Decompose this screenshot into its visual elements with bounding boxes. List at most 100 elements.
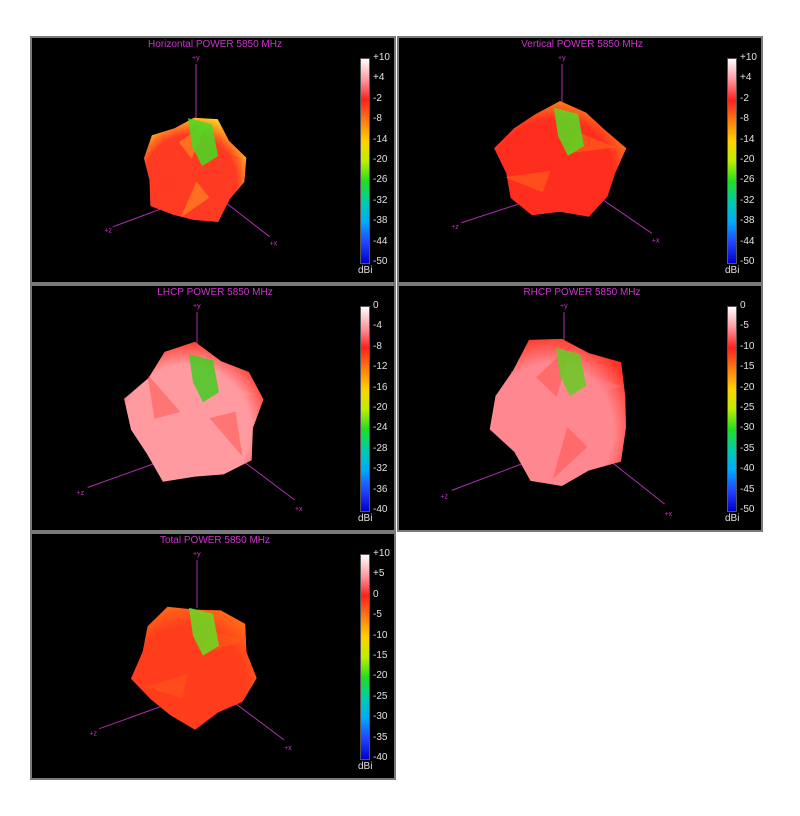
colorbar [360, 58, 370, 264]
surface-facet [504, 170, 551, 193]
colorbar-tick-label: -8 [373, 340, 382, 352]
colorbar-tick-label: -24 [373, 422, 388, 434]
colorbar-tick-label: -2 [373, 92, 382, 104]
x-axis-line [603, 455, 665, 505]
colorbar-tick-label: +10 [373, 548, 390, 559]
colorbar-tick-label: -32 [740, 194, 755, 206]
axis-label-x: +x [665, 511, 673, 518]
colorbar-tick-label: -26 [740, 174, 755, 186]
colorbar-tick-label: +10 [740, 52, 757, 63]
panel-title: LHCP POWER 5850 MHz [157, 287, 273, 298]
radiation-pattern-3d: +y +z +x [77, 303, 303, 513]
radiation-pattern-3d: +y +z +x [104, 55, 277, 247]
colorbar-tick-label: -40 [373, 504, 388, 515]
colorbar-tick-label: +10 [373, 52, 390, 63]
colorbar-tick-label: -8 [373, 113, 382, 125]
low-gain-region [189, 607, 219, 656]
colorbar-tick-label: -38 [740, 215, 755, 227]
low-gain-region [189, 354, 219, 403]
axis-label-z: +z [89, 730, 97, 737]
colorbar-tick-label: -40 [373, 752, 388, 763]
colorbar-tick-label: -25 [373, 690, 388, 702]
colorbar-tick-label: -12 [373, 361, 388, 373]
colorbar-tick-label: -26 [373, 174, 388, 186]
low-gain-region [188, 118, 218, 167]
colorbar-tick-label: -14 [373, 133, 388, 145]
axis-label-z: +z [440, 493, 448, 500]
colorbar-tick-label: -16 [373, 381, 388, 393]
colorbar-tick-label: -20 [373, 402, 388, 413]
surface-facet [147, 177, 186, 198]
colorbar-tick-label: -5 [373, 609, 382, 621]
colorbar-tick-label: -15 [740, 361, 755, 373]
radiation-pattern-3d: +y +z +x [451, 55, 660, 245]
colorbar-tick-label: 0 [740, 300, 746, 311]
surface-facet [147, 374, 181, 419]
pattern-surface [494, 101, 627, 217]
surface-facet [209, 411, 243, 457]
axis-label-y: +y [193, 551, 201, 558]
colorbar-tick-label: -2 [740, 92, 749, 104]
pattern-panel-2: LHCP POWER 5850 MHz +y +z +x 0 -4 -8 -12 -16 -20 -… [30, 284, 396, 532]
axis-label-z: +z [451, 224, 459, 231]
colorbar-tick-label: -50 [740, 256, 755, 267]
colorbar-tick-label: -32 [373, 194, 388, 206]
axis-label-y: +y [193, 303, 201, 310]
surface-facet [161, 134, 184, 170]
surface-facet [552, 427, 588, 480]
pattern-panel-1: Vertical POWER 5850 MHz +y +z +x +10 +4 -2 -8 -1… [397, 36, 763, 284]
pattern-surface [124, 341, 264, 482]
z-axis-line [99, 704, 166, 730]
surface-facet [135, 426, 186, 453]
surface-facet [208, 657, 241, 697]
axis-label-x: +x [652, 238, 660, 245]
pattern-panel-4: Total POWER 5850 MHz +y +z +x +10 +5 0 -5 -10 -15… [30, 532, 396, 780]
colorbar-tick-label: -45 [740, 483, 755, 495]
colorbar-unit: dBi [358, 265, 373, 276]
radiation-pattern-3d: +y +z +x [89, 551, 292, 752]
colorbar-tick-label: -30 [373, 711, 388, 723]
colorbar-tick-label: -28 [373, 442, 388, 454]
colorbar-tick-label: -50 [740, 504, 755, 515]
colorbar-tick-label: -35 [740, 442, 755, 454]
colorbar-tick-label: -25 [740, 402, 755, 413]
axis-label-x: +x [284, 745, 292, 752]
colorbar-tick-label: -50 [373, 256, 388, 267]
surface-facet [576, 406, 613, 455]
colorbar-tick-label: -8 [740, 113, 749, 125]
colorbar-tick-label: -44 [373, 235, 388, 247]
surface-facet [204, 170, 228, 206]
colorbar-tick-label: -35 [373, 731, 388, 743]
low-gain-region [556, 348, 586, 396]
colorbar-tick-label: -20 [373, 670, 388, 682]
z-axis-line [451, 461, 528, 491]
axis-label-z: +z [77, 490, 85, 497]
colorbar [360, 306, 370, 512]
colorbar [360, 554, 370, 760]
colorbar-unit: dBi [725, 265, 740, 276]
low-gain-region [554, 107, 584, 156]
colorbar-tick-label: -36 [373, 483, 388, 495]
panel-title: Total POWER 5850 MHz [159, 535, 271, 546]
x-axis-line [224, 201, 270, 238]
colorbar-unit: dBi [358, 513, 373, 524]
colorbar-tick-label: +4 [373, 72, 385, 84]
colorbar-unit: dBi [725, 513, 740, 524]
panel-title: Vertical POWER 5850 MHz [521, 39, 643, 50]
pattern-panel-0: Horizontal POWER 5850 MHz +y +z +x +10 +4 -2 -8… [30, 36, 396, 284]
axis-label-y: +y [192, 55, 200, 62]
colorbar-tick-label: -30 [740, 422, 755, 434]
z-axis-line [461, 199, 530, 224]
surface-facet [143, 674, 188, 699]
colorbar-tick-label: 0 [373, 588, 379, 600]
colorbar-tick-label: -10 [740, 340, 755, 352]
z-axis-line [87, 460, 162, 488]
axis-label-z: +z [104, 228, 112, 235]
surface-facet [189, 676, 219, 720]
pattern-surface [489, 338, 626, 486]
panel-title: RHCP POWER 5850 MHz [523, 287, 641, 298]
colorbar-unit: dBi [358, 761, 373, 772]
surface-facet [573, 160, 602, 199]
colorbar-tick-label: -44 [740, 235, 755, 247]
colorbar-tick-label: -10 [373, 629, 388, 641]
